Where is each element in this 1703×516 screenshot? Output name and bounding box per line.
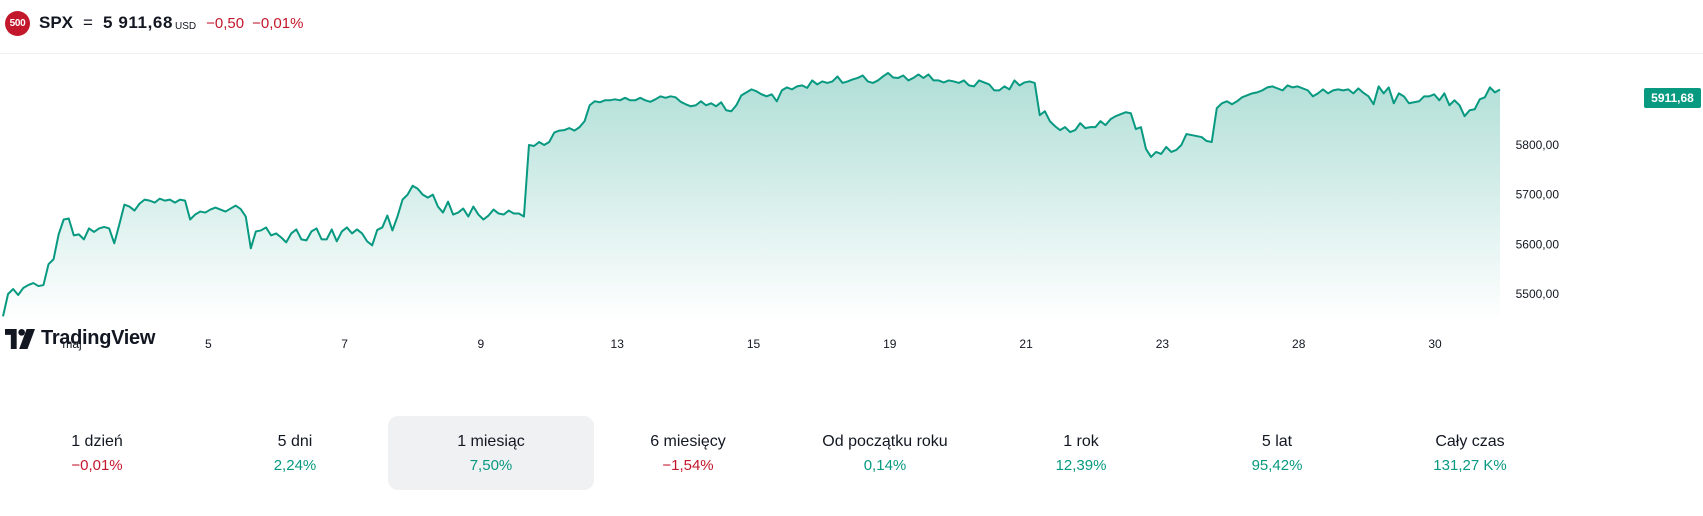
symbol-name[interactable]: SPX: [39, 13, 74, 32]
price-line: [2, 71, 1501, 317]
period-button[interactable]: 6 miesięcy −1,54%: [585, 416, 791, 490]
x-tick-label: maj: [62, 337, 81, 351]
x-tick-label: 19: [883, 337, 897, 351]
x-tick-label: 9: [478, 337, 485, 351]
symbol-header: 500 SPX = 5 911,68 USD −0,50 −0,01%: [0, 0, 1703, 46]
x-tick-label: 28: [1292, 337, 1306, 351]
period-button[interactable]: Cały czas 131,27 K%: [1367, 416, 1573, 490]
time-axis[interactable]: maj 5 7 9 13 15 19 21 23 28 30: [62, 337, 1442, 351]
period-button[interactable]: 1 miesiąc 7,50%: [388, 416, 594, 490]
tradingview-watermark[interactable]: TradingView: [5, 327, 155, 350]
price-area-fill: [3, 72, 1500, 322]
tradingview-wordmark: TradingView: [41, 327, 156, 349]
price-chart[interactable]: 5500,00 5600,00 5700,00 5800,00 maj 5 7 9 13 15 1…: [0, 0, 1703, 400]
spx-500-logo: 500: [5, 10, 30, 36]
period-label: Cały czas: [1435, 432, 1505, 450]
tradingview-logo-icon: [5, 328, 35, 349]
period-label: 1 dzień: [71, 432, 123, 450]
period-label: Od początku roku: [822, 432, 948, 450]
period-label: 1 miesiąc: [457, 432, 525, 450]
period-label: 5 dni: [277, 432, 313, 450]
period-label: 1 rok: [1063, 432, 1099, 450]
price-axis[interactable]: 5500,00 5600,00 5700,00 5800,00: [1516, 138, 1560, 301]
x-tick-label: 30: [1428, 337, 1442, 351]
x-tick-label: 7: [341, 337, 348, 351]
period-change: −0,01%: [71, 456, 123, 474]
y-tick-label: 5500,00: [1516, 287, 1560, 301]
x-tick-label: 21: [1019, 337, 1033, 351]
price-change-percent: −0,01%: [252, 14, 304, 32]
x-tick-label: 13: [611, 337, 625, 351]
currency-label: USD: [175, 20, 197, 32]
period-change: 131,27 K%: [1433, 456, 1507, 474]
x-tick-label: 5: [205, 337, 212, 351]
header-divider: [0, 53, 1703, 54]
equals-sign: =: [83, 13, 93, 32]
last-price: 5 911,68: [102, 13, 174, 32]
y-tick-label: 5600,00: [1516, 237, 1560, 251]
y-tick-label: 5800,00: [1516, 138, 1560, 152]
period-button[interactable]: 5 lat 95,42%: [1174, 416, 1380, 490]
period-selector: 1 dzień −0,01% 5 dni 2,24% 1 miesiąc 7,50% 6 m…: [0, 416, 1703, 490]
period-change: −1,54%: [662, 456, 714, 474]
x-tick-label: 23: [1156, 337, 1170, 351]
period-change: 12,39%: [1055, 456, 1107, 474]
price-change: −0,50: [206, 14, 245, 32]
y-tick-label: 5700,00: [1516, 188, 1560, 202]
period-button[interactable]: 5 dni 2,24%: [192, 416, 398, 490]
period-change: 95,42%: [1251, 456, 1303, 474]
period-label: 6 miesięcy: [650, 432, 726, 450]
period-button[interactable]: 1 dzień −0,01%: [0, 416, 200, 490]
period-change: 2,24%: [273, 456, 317, 474]
period-change: 7,50%: [469, 456, 513, 474]
period-label: 5 lat: [1261, 432, 1293, 450]
x-tick-label: 15: [747, 337, 761, 351]
period-button[interactable]: 1 rok 12,39%: [978, 416, 1184, 490]
period-change: 0,14%: [863, 456, 907, 474]
period-button[interactable]: Od początku roku 0,14%: [782, 416, 988, 490]
last-price-tag: 5911,68: [1644, 88, 1701, 108]
